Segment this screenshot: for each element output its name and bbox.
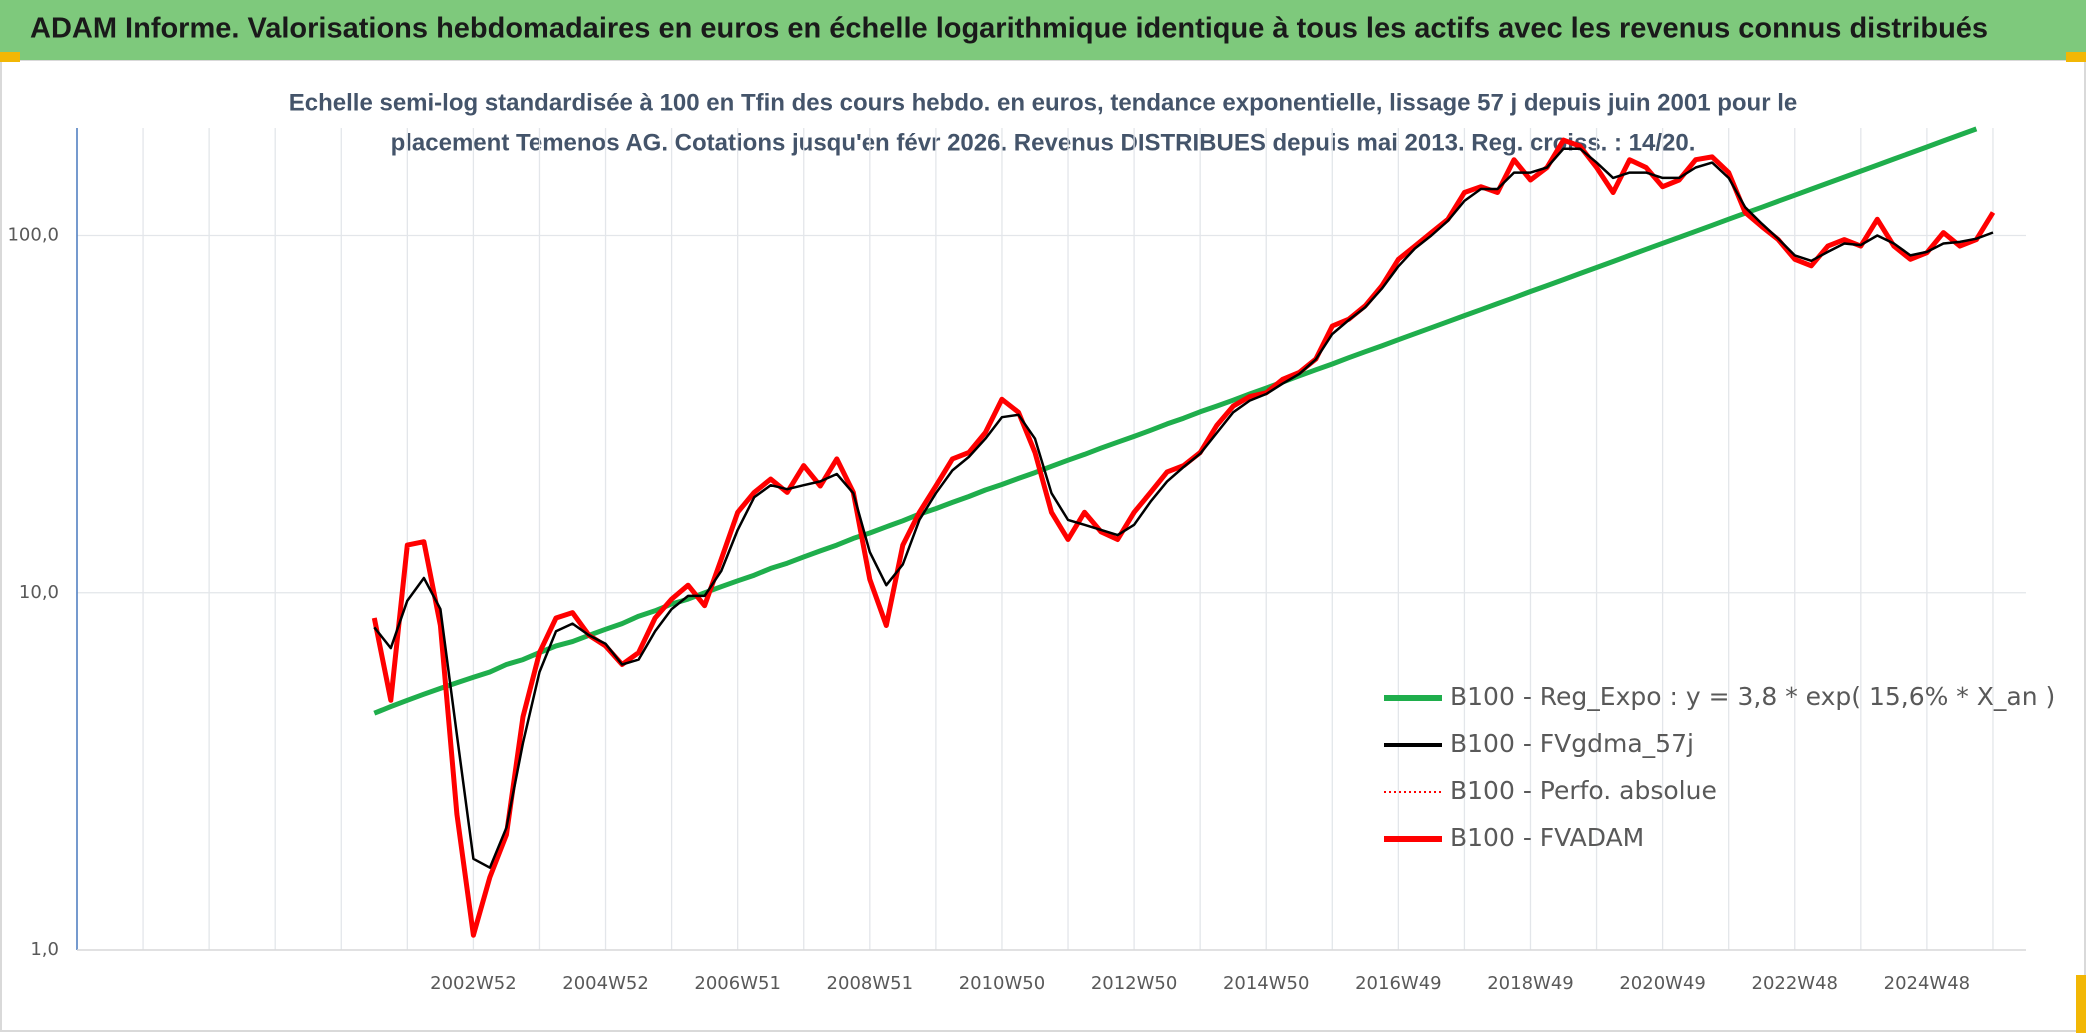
corner — [2076, 975, 2086, 1033]
series-line — [373, 147, 1994, 869]
x-tick-label: 2020W49 — [1619, 973, 1706, 994]
x-tick-label: 2016W49 — [1355, 973, 1442, 994]
y-tick-label: 1,0 — [30, 939, 59, 960]
x-tick-label: 2010W50 — [959, 973, 1046, 994]
x-tick-label: 2014W50 — [1223, 973, 1310, 994]
y-tick-label: 10,0 — [19, 582, 59, 603]
legend-label: B100 - FVgdma_57j — [1450, 729, 1694, 758]
title-bar — [0, 0, 2086, 60]
legend-label: B100 - Perfo. absolue — [1450, 776, 1717, 805]
x-tick-label: 2006W51 — [694, 973, 781, 994]
corner — [0, 52, 20, 62]
series-line — [373, 126, 1978, 716]
x-tick-label: 2024W48 — [1884, 973, 1971, 994]
x-tick-label: 2008W51 — [827, 973, 914, 994]
y-tick-label: 100,0 — [7, 225, 59, 246]
x-tick-label: 2018W49 — [1487, 973, 1574, 994]
x-tick-label: 2022W48 — [1752, 973, 1839, 994]
chart-subtitle: Echelle semi-log standardisée à 100 en T… — [289, 89, 1797, 116]
x-tick-label: 2012W50 — [1091, 973, 1178, 994]
chart-title: ADAM Informe. Valorisations hebdomadaire… — [30, 13, 1988, 45]
x-tick-label: 2004W52 — [562, 973, 649, 994]
legend-label: B100 - FVADAM — [1450, 823, 1644, 852]
x-tick-label: 2002W52 — [430, 973, 517, 994]
corner — [2066, 52, 2086, 62]
legend-label: B100 - Reg_Expo : y = 3,8 * exp( 15,6% *… — [1450, 682, 2055, 711]
chart-subtitle: placement Temenos AG. Cotations jusqu'en… — [391, 129, 1696, 156]
plot-area: 1,0 10,0 100,0 2002W52 2004W52 2006W51 2008W51… — [7, 126, 2055, 994]
